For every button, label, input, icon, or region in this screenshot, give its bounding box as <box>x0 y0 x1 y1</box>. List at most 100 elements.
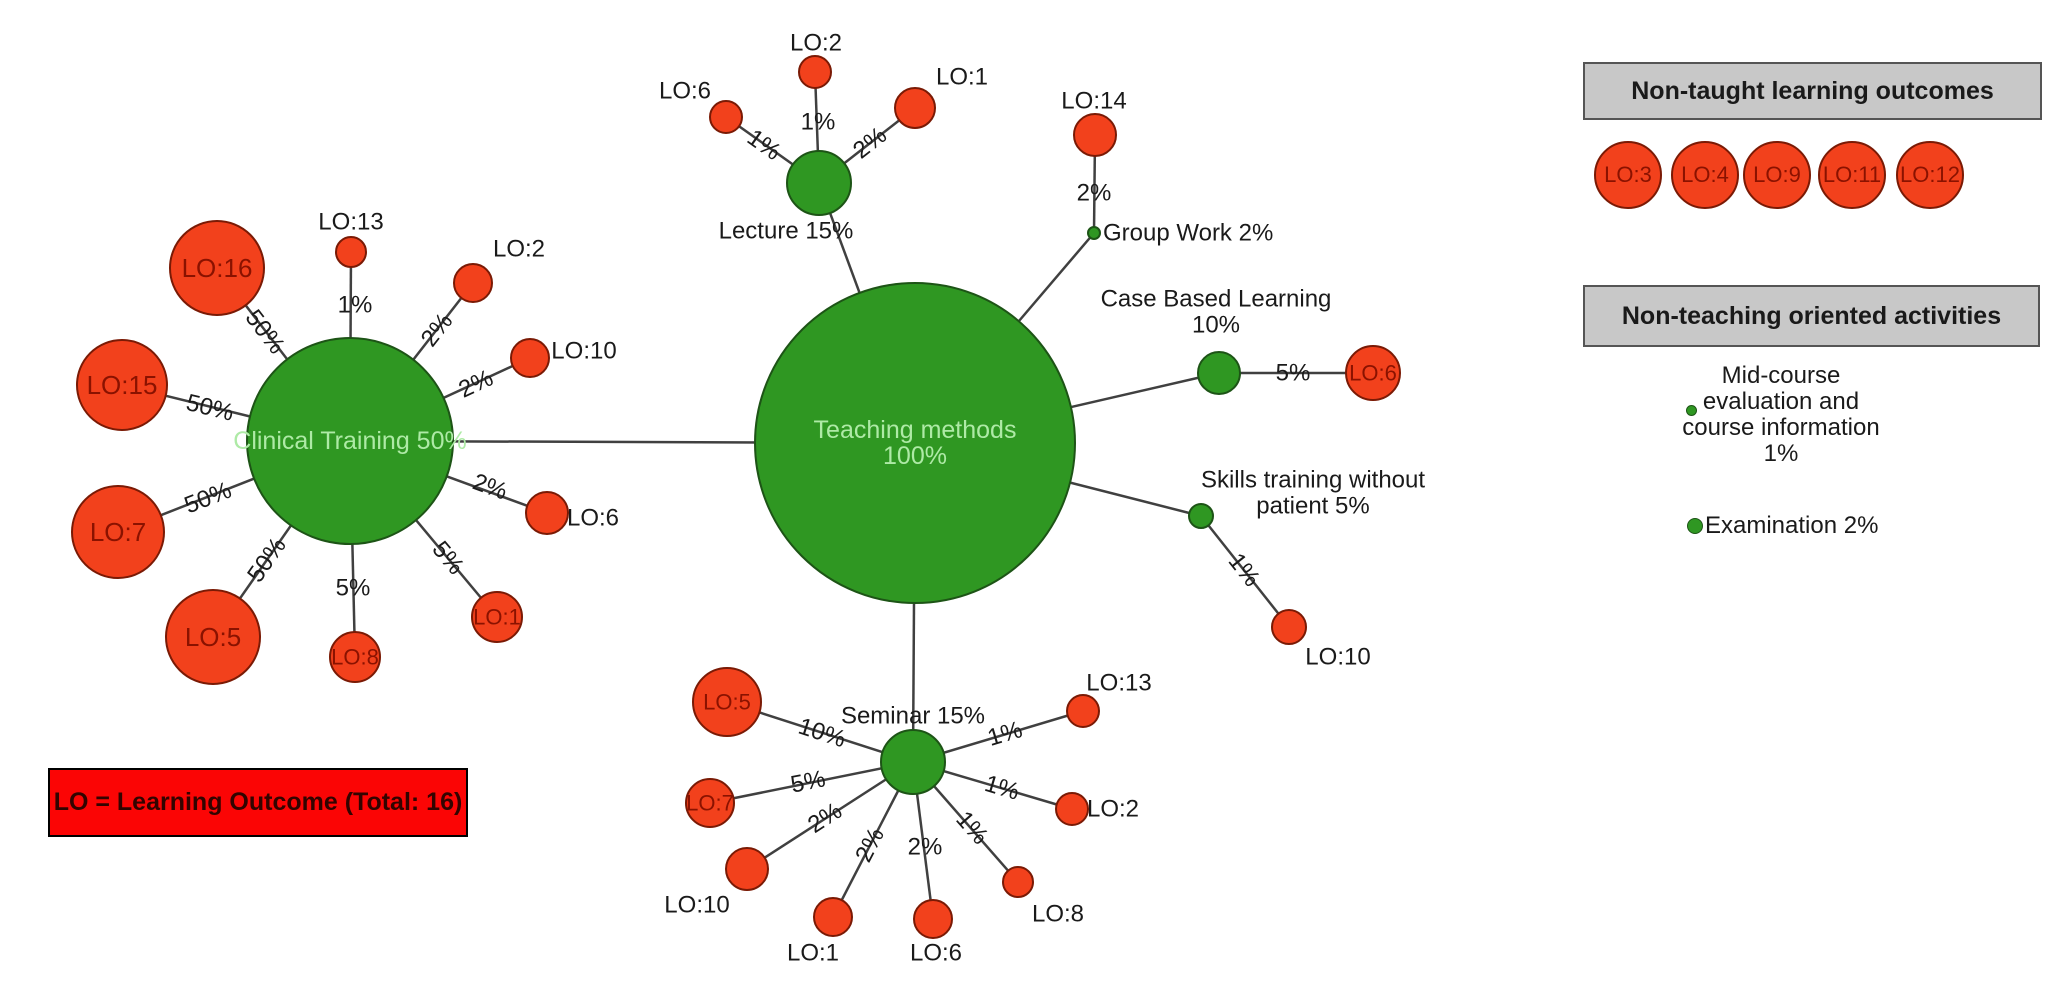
edge-weight-label-seminar-sem-lo6: 2% <box>908 834 943 861</box>
edge-weight-label-seminar-sem-lo10: 2% <box>803 797 847 838</box>
examination-item: Examination 2% <box>1687 512 1879 539</box>
non-teaching-activities-title: Non-teaching oriented activities <box>1621 301 2002 330</box>
node-label-sem-lo6: LO:6 <box>910 940 962 967</box>
lo-definition-text: LO = Learning Outcome (Total: 16) <box>53 788 463 816</box>
node-label-ct-lo10: LO:10 <box>551 338 616 365</box>
node-lec-lo2 <box>798 55 832 89</box>
edge-weight-label-skills-sk-lo10: 1% <box>1223 548 1266 592</box>
edge-seminar-sem-lo7 <box>709 760 914 805</box>
edge-weight-label-groupwork-gw-lo14: 2% <box>1077 180 1112 207</box>
node-skills <box>1188 503 1214 529</box>
non-taught-lo3-circle: LO:3 <box>1594 141 1662 209</box>
non-taught-lo3-label: LO:3 <box>1604 162 1652 187</box>
node-label-clinical: Clinical Training 50% <box>233 427 466 455</box>
node-label-lec-lo1: LO:1 <box>936 64 988 91</box>
non-taught-lo12-circle: LO:12 <box>1896 141 1964 209</box>
edge-weight-label-seminar-sem-lo1: 2% <box>850 823 890 866</box>
edge-weight-label-lecture-lec-lo6: 1% <box>742 124 786 166</box>
node-ct-lo5 <box>165 589 261 685</box>
edge-weight-label-clinical-ct-lo13: 1% <box>338 292 373 319</box>
midcourse-label-line1: Mid-course <box>1721 362 1841 389</box>
node-label-ct-lo5: LO:5 <box>185 622 241 652</box>
node-label-seminar: Seminar 15% <box>841 703 985 730</box>
examination-node-dot <box>1687 518 1703 534</box>
edge-weight-label-cbl-cbl-lo6: 5% <box>1276 360 1311 387</box>
edge-weight-label-clinical-ct-lo6: 2% <box>469 468 511 505</box>
node-ct-lo8 <box>329 631 381 683</box>
node-label-ct-lo15: LO:15 <box>87 370 158 400</box>
node-label-sem-lo8: LO:8 <box>1032 901 1084 928</box>
node-label-ct-lo2: LO:2 <box>493 236 545 263</box>
non-taught-lo4-circle: LO:4 <box>1671 141 1739 209</box>
midcourse-label-line3: course information <box>1682 414 1880 441</box>
node-ct-lo1 <box>471 591 523 643</box>
non-taught-lo12-label: LO:12 <box>1900 162 1960 187</box>
node-label-skills: Skills training without <box>1201 467 1425 494</box>
node-sk-lo10 <box>1271 609 1307 645</box>
examination-label: Examination 2% <box>1705 512 1879 539</box>
node-label-cbl: 10% <box>1192 312 1240 339</box>
node-label-ct-lo13: LO:13 <box>318 209 383 236</box>
lo-definition-box: LO = Learning Outcome (Total: 16) <box>48 768 468 837</box>
node-label-sem-lo10: LO:10 <box>664 892 729 919</box>
midcourse-label-line4: 1% <box>1763 440 1799 467</box>
node-label-lecture: Lecture 15% <box>719 218 854 245</box>
node-label-skills: patient 5% <box>1256 493 1369 520</box>
node-ct-lo16 <box>169 220 265 316</box>
edge-weight-label-lecture-lec-lo2: 1% <box>801 109 836 136</box>
edge-weight-label-clinical-ct-lo10: 2% <box>455 364 498 403</box>
node-label-cbl: Case Based Learning <box>1101 286 1332 313</box>
node-ct-lo10 <box>510 338 550 378</box>
node-label-ct-lo7: LO:7 <box>90 517 146 547</box>
non-taught-lo11-circle: LO:11 <box>1818 141 1886 209</box>
edge-skills-sk-lo10 <box>1200 515 1290 628</box>
node-label-ct-lo1: LO:1 <box>473 605 521 630</box>
non-teaching-activities-header: Non-teaching oriented activities <box>1583 285 2040 347</box>
node-label-sem-lo13: LO:13 <box>1086 670 1151 697</box>
edge-weight-label-clinical-ct-lo2: 2% <box>416 308 459 352</box>
node-label-lec-lo2: LO:2 <box>790 30 842 57</box>
node-lec-lo1 <box>894 87 936 129</box>
midcourse-label-line2: evaluation and <box>1702 388 1860 415</box>
node-sem-lo5 <box>692 667 762 737</box>
midcourse-node-dot <box>1686 405 1697 416</box>
non-taught-lo4-label: LO:4 <box>1681 162 1729 187</box>
non-taught-lo11-label: LO:11 <box>1822 162 1882 187</box>
edge-weight-label-seminar-sem-lo13: 1% <box>985 716 1026 752</box>
node-lecture <box>786 150 852 216</box>
node-label-teaching: 100% <box>883 442 947 470</box>
node-label-gw-lo14: LO:14 <box>1061 88 1126 115</box>
node-sem-lo7 <box>685 778 735 828</box>
node-label-lec-lo6: LO:6 <box>659 78 711 105</box>
non-taught-lo9-circle: LO:9 <box>1743 141 1811 209</box>
node-seminar <box>880 729 946 795</box>
node-clinical <box>246 337 454 545</box>
edge-weight-label-clinical-ct-lo7: 50% <box>181 477 236 520</box>
non-taught-lo9-label: LO:9 <box>1753 162 1801 187</box>
node-label-ct-lo16: LO:16 <box>182 253 253 283</box>
node-lec-lo6 <box>709 100 743 134</box>
node-ct-lo7 <box>71 485 165 579</box>
midcourse-label: Mid-course evaluation and course informa… <box>1661 363 1901 467</box>
node-ct-lo15 <box>76 339 168 431</box>
node-label-ct-lo6: LO:6 <box>567 505 619 532</box>
edge-weight-label-clinical-ct-lo1: 5% <box>427 536 470 580</box>
edge-weight-label-clinical-ct-lo5: 50% <box>242 533 292 588</box>
node-label-teaching: Teaching methods <box>814 416 1017 444</box>
node-label-ct-lo8: LO:8 <box>331 645 379 670</box>
non-taught-outcomes-title: Non-taught learning outcomes <box>1631 76 1994 105</box>
node-ct-lo2 <box>453 263 493 303</box>
edge-weight-label-clinical-ct-lo16: 50% <box>240 305 291 360</box>
node-label-sem-lo5: LO:5 <box>703 690 751 715</box>
edge-weight-label-lecture-lec-lo1: 2% <box>848 122 892 165</box>
edge-weight-label-seminar-sem-lo7: 5% <box>788 765 827 798</box>
node-gw-lo14 <box>1073 113 1117 157</box>
node-label-cbl-lo6: LO:6 <box>1349 361 1397 386</box>
node-teaching <box>754 282 1076 604</box>
node-sem-lo13 <box>1066 694 1100 728</box>
non-taught-outcomes-header: Non-taught learning outcomes <box>1583 62 2042 120</box>
node-sem-lo8 <box>1002 866 1034 898</box>
node-label-groupwork: Group Work 2% <box>1103 220 1273 247</box>
edge-weight-label-clinical-ct-lo15: 50% <box>183 389 236 427</box>
node-groupwork <box>1087 226 1101 240</box>
